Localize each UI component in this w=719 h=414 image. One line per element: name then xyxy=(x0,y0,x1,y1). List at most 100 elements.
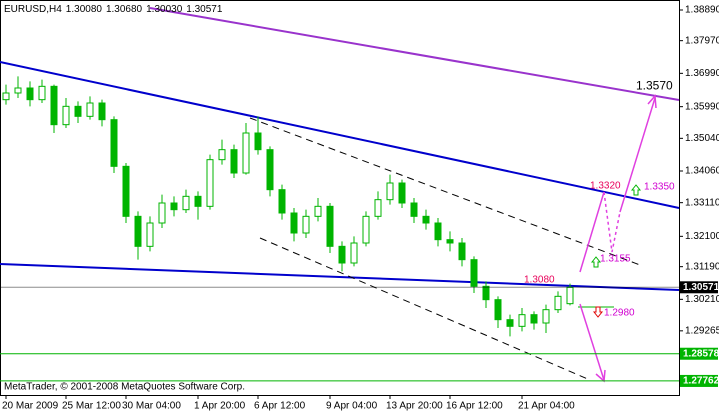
y-tick-label: 1.34060 xyxy=(685,166,719,177)
ohlc-value: 1.30680 xyxy=(106,4,143,15)
candle-body xyxy=(26,87,34,101)
annotation: 1.3320 xyxy=(590,180,621,191)
candle-body xyxy=(134,215,142,247)
up-arrow-icon xyxy=(630,184,642,196)
x-tick-label: 30 Mar 04:00 xyxy=(122,401,181,412)
y-tick-label: 1.36990 xyxy=(685,68,719,79)
candle-body xyxy=(74,105,82,117)
candle-body xyxy=(254,132,262,151)
candle-body xyxy=(350,242,358,264)
candle-body xyxy=(86,102,94,117)
y-tick-label: 1.29265 xyxy=(685,325,719,336)
candle-body xyxy=(422,215,430,224)
candle-body xyxy=(50,85,58,126)
candle-body xyxy=(470,259,478,287)
candle-body xyxy=(302,215,310,234)
candle-body xyxy=(278,189,286,214)
candle-body xyxy=(230,149,238,174)
candle-body xyxy=(446,239,454,244)
x-tick-label: 13 Apr 20:00 xyxy=(386,401,443,412)
candle-body xyxy=(326,205,334,247)
x-tick-label: 1 Apr 20:00 xyxy=(194,401,246,412)
candle-body xyxy=(218,149,226,161)
chart-title: EURUSD,H4 1.30080 1.30680 1.30030 1.30571 xyxy=(4,4,223,15)
x-tick-label: 6 Apr 12:00 xyxy=(254,401,306,412)
trend-line xyxy=(149,7,680,101)
y-tick-label: 1.35040 xyxy=(685,133,719,144)
candle-body xyxy=(290,212,298,234)
channel-line xyxy=(249,117,641,266)
candle-body xyxy=(182,195,190,211)
candle-body xyxy=(518,314,526,327)
candle-body xyxy=(398,182,406,204)
x-tick-label: 20 Mar 2009 xyxy=(2,401,59,412)
ohlc-value: 1.30080 xyxy=(66,4,103,15)
price-label: 1.28578 xyxy=(683,348,719,359)
candle-body xyxy=(374,199,382,217)
y-tick-label: 1.37970 xyxy=(685,35,719,46)
up-arrow-icon xyxy=(590,256,602,268)
candle-body xyxy=(386,182,394,201)
candle-body xyxy=(458,242,466,261)
annotation: 1.3570 xyxy=(636,79,673,93)
candle-body xyxy=(542,309,550,324)
projection-line xyxy=(579,191,605,273)
plot-frame xyxy=(0,0,680,396)
candle-body xyxy=(242,132,250,174)
annotation: 1.3350 xyxy=(644,181,675,192)
candle-body xyxy=(314,205,322,217)
candle-body xyxy=(2,92,10,101)
candle-body xyxy=(566,286,574,305)
y-tick-label: 1.31190 xyxy=(685,261,719,272)
candle-body xyxy=(338,245,346,264)
price-label: 1.27762 xyxy=(683,376,719,387)
x-tick-label: 21 Apr 04:00 xyxy=(518,401,575,412)
candle-body xyxy=(62,105,70,126)
candle-body xyxy=(410,202,418,217)
candle-body xyxy=(554,295,562,311)
symbol: EURUSD,H4 xyxy=(4,4,62,15)
copyright: MetaTrader, © 2001-2008 MetaQuotes Softw… xyxy=(4,382,245,393)
candle-body xyxy=(14,87,22,94)
candle-body xyxy=(146,222,154,247)
candles xyxy=(2,76,574,337)
candle-body xyxy=(482,285,490,301)
y-tick-label: 1.35990 xyxy=(685,101,719,112)
y-tick-label: 1.32100 xyxy=(685,231,719,242)
x-tick-label: 16 Apr 12:00 xyxy=(446,401,503,412)
y-tick-label: 1.30210 xyxy=(685,294,719,305)
annotation: 1.3155 xyxy=(600,253,631,264)
candle-body xyxy=(362,215,370,244)
candle-body xyxy=(266,149,274,191)
y-tick-label: 1.38890 xyxy=(685,5,719,16)
candle-body xyxy=(434,222,442,241)
trend-line xyxy=(0,61,680,209)
projection-line xyxy=(603,191,621,253)
ohlc-value: 1.30030 xyxy=(146,4,183,15)
projection xyxy=(579,94,657,383)
candle-body xyxy=(122,165,130,217)
candle-body xyxy=(206,159,214,207)
candle-body xyxy=(38,85,46,101)
down-arrow-icon xyxy=(592,306,604,318)
price-label-box xyxy=(680,281,718,294)
ohlc-value: 1.30571 xyxy=(186,4,223,15)
y-tick-label: 1.33110 xyxy=(685,197,719,208)
price-label-box xyxy=(680,374,718,387)
annotation: 1.2980 xyxy=(604,308,635,319)
annotation: 1.3080 xyxy=(524,274,555,285)
price-label-box xyxy=(680,347,718,360)
projection-line xyxy=(619,97,656,213)
candle-body xyxy=(506,319,514,327)
arrow-head xyxy=(647,94,657,109)
x-tick-label: 9 Apr 04:00 xyxy=(326,401,378,412)
candle-body xyxy=(110,119,118,167)
candle-body xyxy=(494,299,502,321)
projection-line xyxy=(579,303,605,381)
candle-body xyxy=(194,195,202,207)
candle-body xyxy=(530,314,538,324)
candle-body xyxy=(170,202,178,211)
candle-body xyxy=(158,202,166,224)
